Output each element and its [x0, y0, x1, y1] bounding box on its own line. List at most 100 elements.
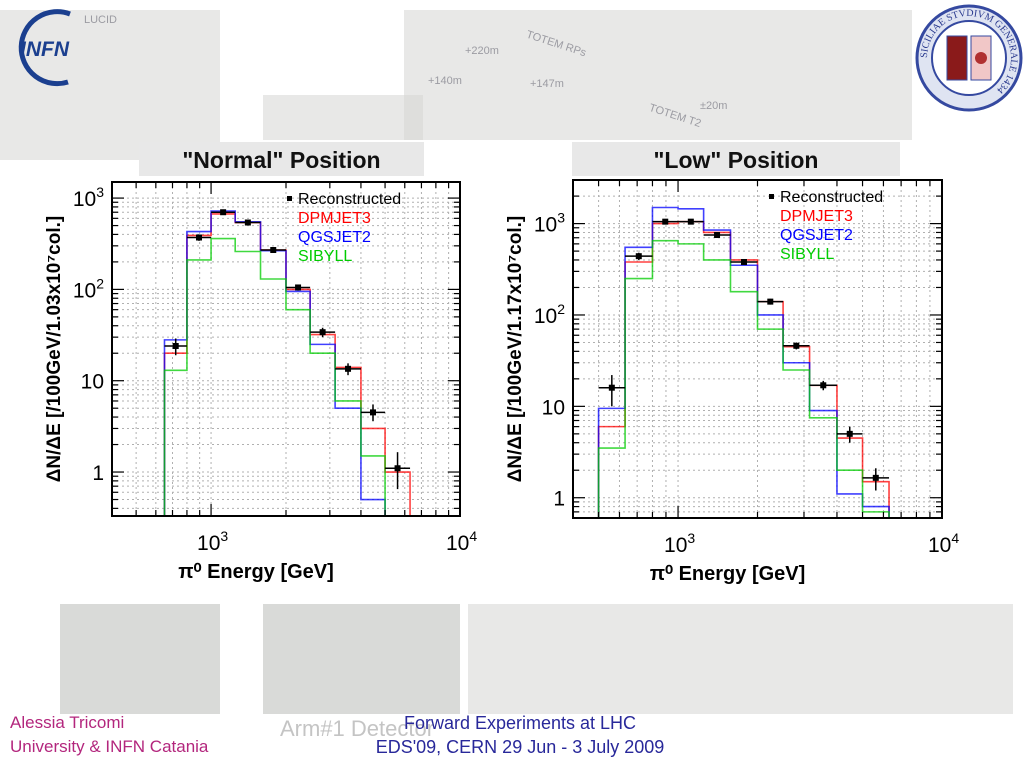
- point-marker: [608, 384, 615, 391]
- legend-marker-reconstructed: [287, 196, 292, 201]
- background-photo-detector-1: [60, 604, 220, 714]
- y-tick-label: 10: [542, 396, 565, 419]
- point-marker: [846, 430, 853, 437]
- data-point: [836, 426, 863, 443]
- x-tick-label: 103: [197, 528, 228, 555]
- y-tick-label: 1: [553, 488, 565, 511]
- point-marker: [687, 218, 694, 225]
- point-marker: [820, 382, 827, 389]
- legend-label-sibyll: SIBYLL: [780, 246, 834, 263]
- legend-label-dpmjet3: DPMJET3: [780, 208, 853, 225]
- legend-marker-reconstructed: [769, 194, 774, 199]
- infn-logo-text: INFN: [20, 38, 70, 61]
- background-label-d20: ±20m: [700, 100, 728, 112]
- data-point: [730, 258, 758, 265]
- point-marker: [270, 247, 277, 254]
- data-point: [862, 468, 890, 491]
- data-point: [260, 247, 286, 254]
- x-axis-label: π⁰ Energy [GeV]: [650, 563, 806, 585]
- point-marker: [295, 284, 302, 291]
- series-line-sibyll: [112, 237, 411, 517]
- data-point: [211, 209, 236, 216]
- y-tick-exponent: 2: [96, 275, 104, 291]
- point-marker: [635, 253, 642, 260]
- chart-2-title: "Low" Position: [572, 142, 900, 176]
- chart-normal-position: 103 104 1 10 102 103 π⁰ Energy [GeV] ΔN/ΔE [/10…: [44, 181, 477, 583]
- data-point: [783, 342, 810, 350]
- y-tick-exponent: 3: [557, 210, 565, 226]
- y-tick-label: 102: [534, 301, 565, 328]
- legend-label-dpmjet3: DPMJET3: [298, 210, 371, 227]
- point-marker: [740, 258, 747, 265]
- chart-low-position: 103 104 1 10 102 103 π⁰ Energy [GeV] ΔN/ΔE [/10…: [505, 179, 959, 585]
- background-photo-totem: [404, 10, 912, 140]
- data-point: [335, 363, 361, 376]
- data-point: [703, 232, 731, 239]
- x-tick-label: 104: [928, 530, 959, 557]
- point-marker: [767, 298, 774, 305]
- y-tick-label: 102: [73, 275, 104, 302]
- point-marker: [244, 219, 251, 226]
- data-point: [286, 284, 311, 291]
- point-marker: [662, 218, 669, 225]
- background-photo-lucid: [0, 10, 220, 160]
- y-tick-label: 1: [92, 462, 104, 485]
- data-point: [186, 234, 212, 241]
- x-tick-label: 104: [446, 528, 477, 555]
- data-point: [310, 327, 336, 338]
- legend-label-reconstructed: Reconstructed: [298, 191, 401, 208]
- x-tick-exponent: 3: [220, 528, 228, 544]
- university-seal: SICILIAE STVDIVM GENERALE 1434: [915, 4, 1023, 112]
- legend-label-qgsjet2: QGSJET2: [298, 229, 371, 246]
- point-marker: [319, 329, 326, 336]
- data-point: [235, 219, 261, 226]
- point-marker: [394, 465, 401, 472]
- x-tick-exponent: 4: [469, 528, 477, 544]
- series-line-sibyll: [573, 239, 890, 519]
- data-point: [360, 404, 386, 422]
- legend-label-qgsjet2: QGSJET2: [780, 227, 853, 244]
- y-axis-label: ΔN/ΔE [/100GeV/1.17x10⁷col.]: [505, 216, 526, 482]
- y-axis-label: ΔN/ΔE [/100GeV/1.03x10⁷col.]: [44, 216, 65, 482]
- footer-affiliation: University & INFN Catania: [10, 737, 209, 756]
- background-photo-tunnel: [263, 95, 423, 140]
- point-marker: [172, 342, 179, 349]
- data-point: [598, 375, 626, 407]
- background-photo-detector-3: [468, 604, 1013, 714]
- x-tick-label: 103: [664, 530, 695, 557]
- point-marker: [793, 342, 800, 349]
- y-tick-label: 10: [81, 371, 104, 394]
- legend-label-sibyll: SIBYLL: [298, 248, 352, 265]
- chart-1-title: "Normal" Position: [139, 142, 424, 176]
- point-marker: [714, 232, 721, 239]
- background-label-lucid: LUCID: [84, 14, 118, 26]
- y-tick-exponent: 2: [557, 301, 565, 317]
- y-tick-exponent: 3: [96, 184, 104, 200]
- point-marker: [872, 474, 879, 481]
- data-point: [164, 338, 187, 356]
- legend-label-reconstructed: Reconstructed: [780, 189, 883, 206]
- grid: [573, 180, 942, 519]
- x-axis-label: π⁰ Energy [GeV]: [178, 561, 334, 583]
- background-label-d140: +140m: [428, 75, 462, 87]
- footer-author: Alessia Tricomi: [10, 713, 125, 732]
- infn-logo: INFN: [18, 9, 71, 87]
- point-marker: [345, 365, 352, 372]
- footer-ghost-caption: Arm#1 Detector: [280, 716, 435, 741]
- background-label-d147: +147m: [530, 78, 564, 90]
- point-marker: [196, 234, 202, 241]
- y-tick-label: 103: [534, 210, 565, 237]
- data-point: [809, 380, 837, 391]
- data-point: [757, 298, 784, 305]
- background-photo-detector-2: [263, 604, 460, 714]
- x-tick-exponent: 4: [951, 530, 959, 546]
- point-marker: [370, 409, 376, 416]
- point-marker: [220, 209, 227, 216]
- x-tick-exponent: 3: [687, 530, 695, 546]
- data-point: [625, 252, 653, 260]
- y-tick-label: 103: [73, 184, 104, 211]
- background-label-d220: +220m: [465, 45, 499, 57]
- footer-event-title: Forward Experiments at LHC: [403, 713, 637, 733]
- data-point: [678, 218, 704, 225]
- footer-event-subtitle: EDS'09, CERN 29 Jun - 3 July 2009: [375, 737, 665, 757]
